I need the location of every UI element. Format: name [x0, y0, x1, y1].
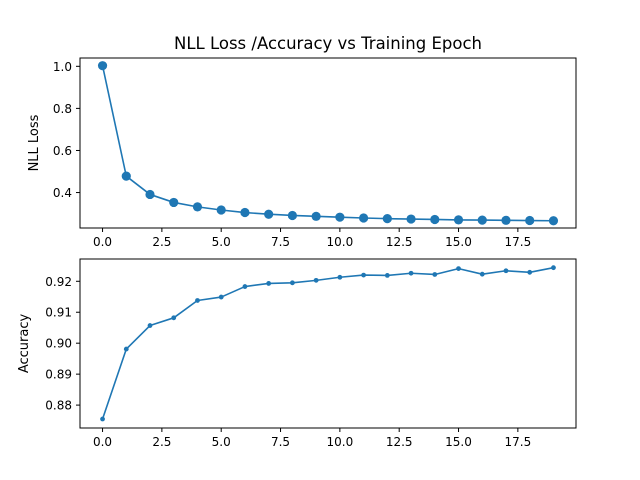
loss-x-tick-label: 5.0 [212, 235, 231, 249]
accuracy-x-tick-label: 17.5 [504, 435, 531, 449]
figure-title: NLL Loss /Accuracy vs Training Epoch [174, 34, 482, 53]
accuracy-data-point [479, 271, 485, 277]
loss-data-point [240, 207, 250, 218]
accuracy-data-point [384, 273, 390, 278]
accuracy-data-point [503, 268, 509, 274]
loss-data-point [97, 61, 108, 71]
accuracy-data-point [123, 346, 129, 352]
loss-data-point [335, 212, 345, 222]
accuracy-y-tick-label: 0.91 [45, 306, 72, 320]
accuracy-data-point [337, 274, 343, 280]
loss-data-point [145, 189, 155, 200]
accuracy-data-point [218, 294, 224, 300]
accuracy-data-point [527, 269, 533, 275]
loss-x-tick-label: 17.5 [504, 235, 531, 249]
loss-data-point [548, 216, 559, 226]
loss-data-point [477, 215, 487, 225]
loss-data-point [169, 197, 179, 208]
accuracy-y-tick-label: 0.92 [45, 275, 72, 289]
accuracy-x-tick-label: 7.5 [271, 435, 290, 449]
loss-data-point [121, 171, 131, 181]
loss-data-point [525, 215, 535, 226]
accuracy-axes: Accuracy 0.0 2.5 5.0 7.5 10.0 12.5 15.0 17.5 0.8… [17, 258, 577, 449]
loss-data-point [453, 215, 464, 225]
loss-y-tick-label: 0.6 [53, 144, 72, 158]
loss-x-tick-label: 12.5 [386, 235, 413, 249]
accuracy-x-tick-label: 10.0 [327, 435, 354, 449]
accuracy-y-label: Accuracy [17, 314, 32, 374]
loss-data-point [382, 214, 392, 224]
loss-data-point [287, 210, 298, 221]
accuracy-data-point [195, 298, 200, 303]
loss-data-point [430, 214, 440, 225]
accuracy-data-point [408, 270, 414, 276]
loss-y-label: NLL Loss [27, 114, 42, 171]
loss-data-point [358, 213, 369, 223]
loss-data-point [311, 211, 321, 221]
accuracy-data-point [361, 272, 366, 278]
accuracy-data-point [100, 416, 105, 422]
loss-x-tick-label: 2.5 [152, 235, 171, 249]
loss-data-point [501, 215, 511, 225]
accuracy-y-tick-label: 0.88 [45, 399, 72, 413]
accuracy-data-point [147, 323, 153, 328]
loss-data-point [192, 202, 203, 212]
loss-y-tick-label: 0.4 [53, 186, 72, 200]
loss-y-tick-label: 0.8 [53, 102, 72, 116]
accuracy-data-point [266, 281, 272, 286]
accuracy-x-tick-label: 15.0 [445, 435, 472, 449]
accuracy-x-tick-label: 0.0 [93, 435, 112, 449]
accuracy-data-point [171, 315, 177, 321]
accuracy-x-tick-label: 5.0 [212, 435, 231, 449]
accuracy-y-tick-label: 0.89 [45, 368, 72, 382]
accuracy-y-tick-label: 0.90 [45, 337, 72, 351]
accuracy-data-point [456, 266, 461, 271]
accuracy-series-line [101, 266, 554, 420]
loss-axes: NLL Loss 0.0 2.5 5.0 7.5 10.0 12.5 15.0 17.5 0.4… [27, 57, 577, 249]
loss-x-tick-label: 7.5 [271, 235, 290, 249]
accuracy-data-point [432, 272, 438, 277]
loss-data-point [216, 205, 226, 215]
loss-data-point [264, 209, 274, 219]
loss-y-tick-label: 1.0 [53, 60, 72, 74]
accuracy-data-point [551, 265, 556, 271]
accuracy-x-tick-label: 2.5 [152, 435, 171, 449]
accuracy-data-point [313, 277, 319, 283]
loss-x-tick-label: 0.0 [93, 235, 112, 249]
loss-axes-frame [79, 57, 577, 229]
accuracy-data-point [242, 284, 248, 289]
loss-x-tick-label: 15.0 [445, 235, 472, 249]
loss-data-point [406, 214, 416, 224]
loss-x-tick-label: 10.0 [327, 235, 354, 249]
accuracy-x-tick-label: 12.5 [386, 435, 413, 449]
accuracy-data-point [290, 280, 295, 286]
